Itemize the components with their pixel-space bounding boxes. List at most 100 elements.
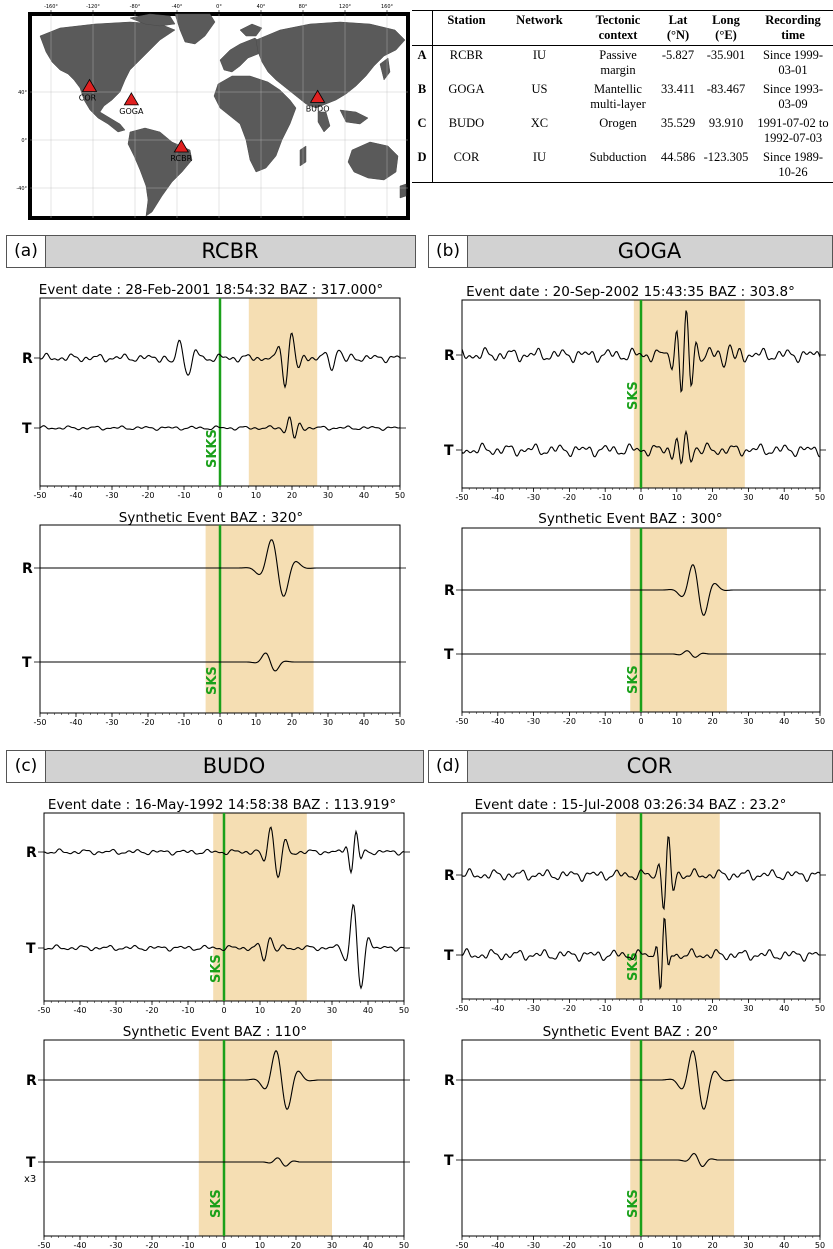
- row-time: 1991-07-02 to 1992-07-03: [757, 116, 829, 145]
- trace-label-R: R: [22, 351, 33, 367]
- x-tick-label: -40: [69, 718, 82, 727]
- map-lon-tick-label: 80°: [299, 4, 308, 10]
- row-id: B: [412, 80, 433, 114]
- x-tick-label: -30: [105, 718, 118, 727]
- continents: [39, 13, 407, 217]
- x-tick-label: 50: [399, 1241, 409, 1249]
- table-header-long: Long (°E): [699, 10, 753, 46]
- x-tick-label: 10: [251, 718, 261, 727]
- phase-label: SKS: [626, 1189, 641, 1218]
- x-tick-label: 40: [363, 1006, 373, 1015]
- station-label: COR: [79, 93, 97, 102]
- x-tick-label: -50: [37, 1241, 50, 1249]
- x-tick-label: -10: [177, 718, 190, 727]
- x-tick-label: 30: [743, 1004, 753, 1013]
- world-map: -160° -120° -80° -40° 0° 40° 80° 120° 160° 40° 0°…: [16, 4, 410, 220]
- x-tick-label: -20: [141, 491, 154, 500]
- row-time: Since 1999-03-01: [762, 48, 824, 77]
- map-grid: [30, 14, 408, 218]
- row-long: 93.910: [708, 116, 744, 130]
- x-tick-label: 0: [217, 718, 222, 727]
- map-lon-tick-label: -120°: [86, 4, 100, 10]
- x-tick-label: 30: [743, 717, 753, 726]
- x-tick-label: 0: [221, 1006, 226, 1015]
- x-tick-label: -20: [563, 1241, 576, 1249]
- row-lat: -5.827: [661, 48, 695, 62]
- table-row: B GOGA US Mantellic multi-layer 33.411 -…: [412, 80, 833, 114]
- x-tick-label: 10: [251, 491, 261, 500]
- x-tick-label: 50: [815, 493, 825, 502]
- row-lat: 33.411: [661, 82, 695, 96]
- map-lon-tick-label: 120°: [339, 4, 352, 10]
- row-network: US: [531, 82, 548, 96]
- row-station: GOGA: [448, 82, 485, 96]
- x-tick-label: 50: [815, 1004, 825, 1013]
- panel-b-event-title: Event date : 20-Sep-2002 15:43:35 BAZ : …: [466, 284, 795, 300]
- seismogram-plot-c-synthetic: SKS -50 -40 -30 -20 -10 0 10 20 30 40 50 R Tx3: [24, 1039, 410, 1249]
- station-triangle-icon: [123, 92, 140, 106]
- map-lon-tick-label: -160°: [44, 4, 58, 10]
- panel-d-synth-title: Synthetic Event BAZ : 20°: [542, 1024, 719, 1040]
- row-network: IU: [532, 48, 547, 62]
- x-tick-label: -30: [527, 1004, 540, 1013]
- x-tick-label: -40: [491, 493, 504, 502]
- panel-a-event-title: Event date : 28-Feb-2001 18:54:32 BAZ : …: [38, 282, 384, 298]
- x-tick-label: -30: [527, 717, 540, 726]
- x-tick-label: -40: [69, 491, 82, 500]
- trace-label-R: R: [444, 583, 455, 599]
- x-tick-label: 30: [323, 718, 333, 727]
- x-tick-label: 10: [255, 1006, 265, 1015]
- trace-label-T: T: [444, 647, 454, 663]
- trace-T: [461, 917, 820, 991]
- trace-label-R: R: [22, 561, 33, 577]
- panel-c-event-title: Event date : 16-May-1992 14:58:38 BAZ : …: [47, 797, 397, 813]
- trace-T: [39, 416, 401, 439]
- map-lon-tick-label: 160°: [381, 4, 394, 10]
- x-tick-label: -10: [599, 717, 612, 726]
- x-tick-label: -50: [33, 491, 46, 500]
- row-id: D: [412, 148, 433, 183]
- map-lat-tick-label: 40°: [18, 90, 27, 96]
- row-id: A: [412, 45, 433, 80]
- row-context: Subduction: [579, 148, 657, 183]
- map-lon-tick-label: -80°: [130, 4, 141, 10]
- x-tick-label: -10: [177, 491, 190, 500]
- trace-label-R: R: [444, 1073, 455, 1089]
- map-stations: COR GOGA BUDO RCBR: [79, 78, 330, 163]
- trace-T: [462, 1152, 820, 1167]
- table-header-id: [412, 10, 433, 46]
- x-tick-label: -10: [181, 1006, 194, 1015]
- time-window: [630, 1040, 735, 1236]
- phase-label: SKKS: [205, 429, 220, 468]
- time-window: [205, 525, 314, 713]
- x-tick-label: 50: [815, 717, 825, 726]
- x-tick-label: 20: [708, 717, 718, 726]
- trace-T: [461, 429, 821, 465]
- row-station: RCBR: [449, 48, 484, 62]
- x-tick-label: 0: [221, 1241, 226, 1249]
- x-tick-label: 20: [291, 1006, 301, 1015]
- x-tick-label: 10: [255, 1241, 265, 1249]
- table-header-context: Tectonic context: [579, 10, 657, 46]
- time-window: [248, 298, 318, 486]
- trace-label-R: R: [26, 845, 37, 861]
- row-id: C: [412, 114, 433, 148]
- trace-label-T: T: [444, 948, 454, 964]
- row-context: Passive margin: [599, 48, 637, 77]
- row-long: -83.467: [706, 82, 746, 96]
- x-tick-label: -20: [563, 1004, 576, 1013]
- table-header-network: Network: [499, 10, 579, 46]
- map-lat-ticks: 40° 0° -40°: [16, 90, 27, 192]
- x-tick-label: 40: [779, 493, 789, 502]
- x-tick-label: 40: [779, 717, 789, 726]
- x-tick-label: -50: [455, 1004, 468, 1013]
- x-tick-label: -40: [491, 1004, 504, 1013]
- panel-d-event-title: Event date : 15-Jul-2008 03:26:34 BAZ : …: [474, 797, 787, 813]
- trace-T: [462, 650, 820, 658]
- x-tick-label: 0: [638, 493, 643, 502]
- row-network: IU: [499, 148, 579, 183]
- x-tick-label: 50: [395, 491, 405, 500]
- x-tick-label: -50: [455, 1241, 468, 1249]
- panel-c-synth-title: Synthetic Event BAZ : 110°: [122, 1024, 308, 1040]
